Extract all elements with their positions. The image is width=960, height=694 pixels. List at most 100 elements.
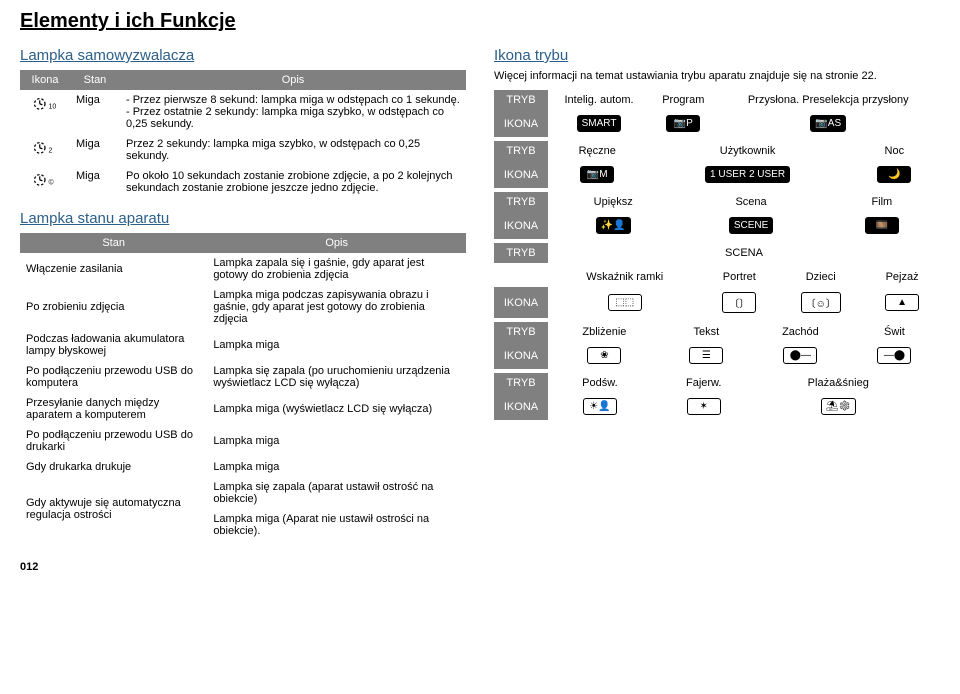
scene-name: Zbliżenie bbox=[548, 322, 661, 342]
table-cell-desc: Lampka miga bbox=[207, 425, 466, 457]
mode-icon-cell: 📷AS bbox=[717, 110, 941, 137]
table-cell-desc: Lampka się zapala (po uruchomieniu urząd… bbox=[207, 361, 466, 393]
th-icon: Ikona bbox=[20, 70, 70, 90]
selftimer-icon: © bbox=[31, 170, 59, 191]
mode-name: Intelig. autom. bbox=[548, 90, 650, 110]
label-tryb: TRYB bbox=[494, 373, 548, 393]
label-ikona: IKONA bbox=[494, 212, 548, 239]
scene-icon: ⬚⬚ bbox=[608, 294, 642, 311]
mode-icon-cell: SMART bbox=[548, 110, 650, 137]
table-cell-state: Miga bbox=[70, 90, 120, 134]
mode-icon-cell: ✨👤 bbox=[548, 212, 678, 239]
mode-name: Użytkownik bbox=[646, 141, 848, 161]
mode-icon: SMART bbox=[577, 115, 622, 132]
table-cell-state: Po podłączeniu przewodu USB do drukarki bbox=[20, 425, 207, 457]
scene-icon-cell: ❀ bbox=[548, 342, 661, 369]
scene-icon-cell: ⬤— bbox=[752, 342, 849, 369]
scene-name bbox=[921, 373, 940, 393]
scena-header-table: TRYBSCENA bbox=[494, 243, 940, 263]
table-cell-state: Miga bbox=[70, 134, 120, 166]
scene-icon-cell: ⬚⬚ bbox=[548, 287, 701, 318]
mode-icon-cell: 1 USER 2 USER bbox=[646, 161, 848, 188]
mode-icon: 🌙 bbox=[877, 166, 911, 183]
scene-icon-cell: 〔☺〕 bbox=[777, 287, 864, 318]
scene-name: Podśw. bbox=[548, 373, 652, 393]
selftimer-icon: 2 bbox=[31, 138, 59, 159]
scena-table: TRYBWskaźnik ramkiPortretDzieciPejzażIKO… bbox=[494, 267, 940, 318]
scene-icon-cell: 〔〕 bbox=[701, 287, 777, 318]
scene-name: Pejzaż bbox=[864, 267, 940, 287]
th-state2: Stan bbox=[20, 233, 207, 253]
scene-icon-cell: ☀👤 bbox=[548, 393, 652, 420]
scene-name: Świt bbox=[849, 322, 940, 342]
scene-icon-cell: ✶ bbox=[652, 393, 756, 420]
table-cell-state: Włączenie zasilania bbox=[20, 253, 207, 285]
statuslamp-table: Stan Opis Włączenie zasilaniaLampka zapa… bbox=[20, 233, 466, 541]
table-cell-state: Gdy aktywuje się automatyczna regulacja … bbox=[20, 477, 207, 541]
mode-table: TRYBIntelig. autom.ProgramPrzysłona. Pre… bbox=[494, 90, 940, 137]
mode-icon: ✨👤 bbox=[596, 217, 631, 234]
table-cell-state: Po podłączeniu przewodu USB do komputera bbox=[20, 361, 207, 393]
mode-name: Film bbox=[824, 192, 940, 212]
mode-icon-cell: 🌙 bbox=[849, 161, 940, 188]
mode-icon: 📷AS bbox=[810, 115, 846, 132]
table-cell-desc: Po około 10 sekundach zostanie zrobione … bbox=[120, 166, 466, 198]
mode-icon: 🎞️ bbox=[865, 217, 899, 234]
scene-icon: ▲ bbox=[885, 294, 919, 311]
label-ikona: IKONA bbox=[494, 287, 548, 318]
mode-name: Scena bbox=[678, 192, 823, 212]
label-ikona: IKONA bbox=[494, 393, 548, 420]
table-cell-desc: - Przez pierwsze 8 sekund: lampka miga w… bbox=[120, 90, 466, 134]
table-cell-desc: Lampka miga (wyświetlacz LCD się wyłącza… bbox=[207, 393, 466, 425]
scene-name: Wskaźnik ramki bbox=[548, 267, 701, 287]
label-tryb: TRYB bbox=[494, 141, 548, 161]
table-cell-desc: Lampka miga bbox=[207, 329, 466, 361]
label-ikona: IKONA bbox=[494, 110, 548, 137]
mode-name: Noc bbox=[849, 141, 940, 161]
scene-icon: ⬤— bbox=[783, 347, 817, 364]
table-cell-icon: © bbox=[20, 166, 70, 198]
label-ikona: IKONA bbox=[494, 342, 548, 369]
th-desc: Opis bbox=[120, 70, 466, 90]
table-cell-state: Po zrobieniu zdjęcia bbox=[20, 285, 207, 329]
modeicon-heading: Ikona trybu bbox=[494, 47, 940, 64]
mode-icon: 📷M bbox=[580, 166, 614, 183]
scene-icon-cell: ⛱❄ bbox=[756, 393, 921, 420]
scene-icon: 〔〕 bbox=[722, 292, 756, 313]
table-cell-state: Miga bbox=[70, 166, 120, 198]
th-desc2: Opis bbox=[207, 233, 466, 253]
selftimer-table: Ikona Stan Opis 10Miga- Przez pierwsze 8… bbox=[20, 70, 466, 198]
scene-icon: 〔☺〕 bbox=[801, 292, 841, 313]
table-cell-desc: Lampka miga (Aparat nie ustawił ostrości… bbox=[207, 509, 466, 541]
label-tryb: TRYB bbox=[494, 322, 548, 342]
mode-table: TRYBUpiększScenaFilmIKONA✨👤SCENE🎞️ bbox=[494, 192, 940, 239]
scene-icon-cell: ▲ bbox=[864, 287, 940, 318]
table-cell-desc: Lampka się zapala (aparat ustawił ostroś… bbox=[207, 477, 466, 509]
table-cell-state: Przesyłanie danych między aparatem a kom… bbox=[20, 393, 207, 425]
scene-icon: ❀ bbox=[587, 347, 621, 364]
label-tryb: TRYB bbox=[494, 90, 548, 110]
mode-name: Przysłona. Preselekcja przysłony bbox=[717, 90, 941, 110]
table-cell-icon: 2 bbox=[20, 134, 70, 166]
scene-name: Fajerw. bbox=[652, 373, 756, 393]
mode-icon-cell: 📷P bbox=[650, 110, 716, 137]
selftimer-icon: 10 bbox=[31, 94, 59, 115]
scena-header: SCENA bbox=[548, 243, 940, 263]
modeicon-note: Więcej informacji na temat ustawiania tr… bbox=[494, 70, 940, 82]
scene-icon: ✶ bbox=[687, 398, 721, 415]
svg-text:10: 10 bbox=[49, 103, 57, 110]
label-tryb: TRYB bbox=[494, 192, 548, 212]
scene-name: Tekst bbox=[661, 322, 752, 342]
scena-table: TRYBPodśw.Fajerw.Plaża&śnieg IKONA ☀👤 ✶ ⛱❄ bbox=[494, 373, 940, 420]
svg-text:©: © bbox=[49, 178, 55, 186]
scene-icon: ☀👤 bbox=[583, 398, 617, 415]
scene-name: Portret bbox=[701, 267, 777, 287]
scene-icon: ⛱❄ bbox=[821, 398, 856, 415]
scene-name: Plaża&śnieg bbox=[756, 373, 921, 393]
page-number: 012 bbox=[20, 561, 940, 573]
mode-name: Ręczne bbox=[548, 141, 646, 161]
mode-icon-cell: 🎞️ bbox=[824, 212, 940, 239]
mode-icon-cell: 📷M bbox=[548, 161, 646, 188]
scene-name: Zachód bbox=[752, 322, 849, 342]
mode-icon: SCENE bbox=[729, 217, 773, 234]
